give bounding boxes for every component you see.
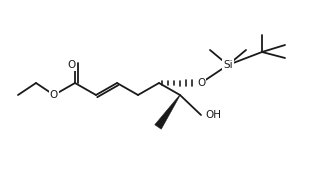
Text: OH: OH — [205, 110, 221, 120]
Text: O: O — [67, 60, 75, 70]
Text: Si: Si — [223, 60, 233, 70]
Polygon shape — [155, 95, 180, 129]
Text: O: O — [197, 78, 205, 88]
Text: O: O — [50, 90, 58, 100]
